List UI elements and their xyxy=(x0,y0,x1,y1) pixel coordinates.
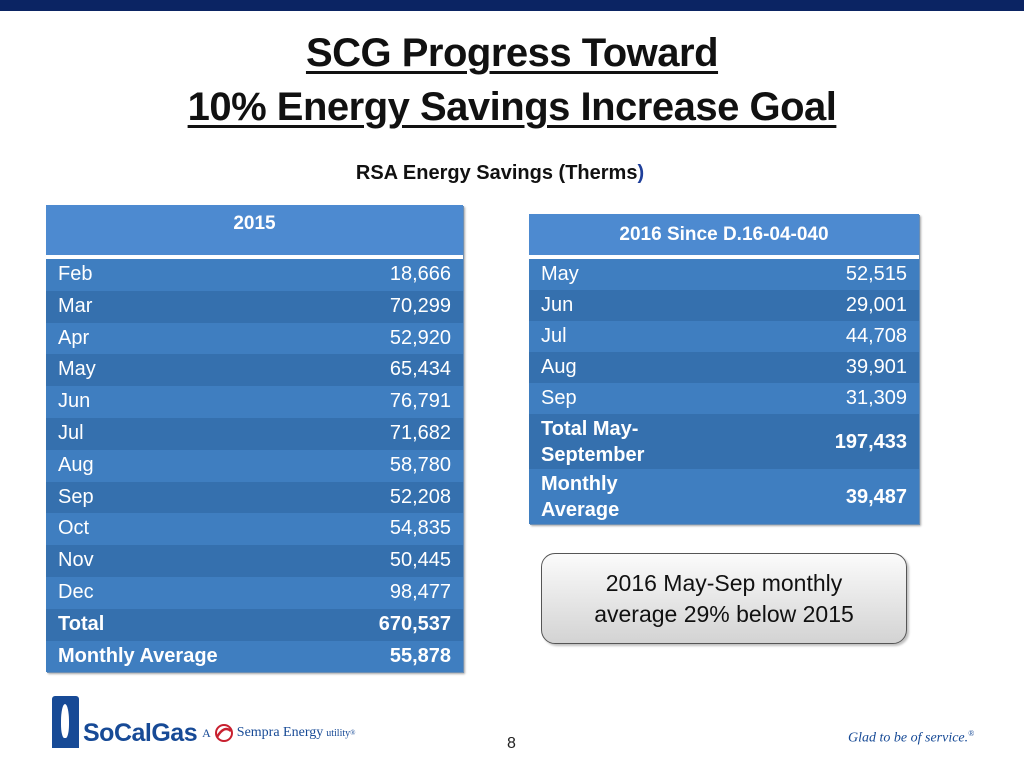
logo-text: SoCalGas xyxy=(83,719,198,747)
average-label-line-1: Monthly xyxy=(541,472,618,495)
tagline-a: A xyxy=(202,725,211,740)
average-row: Monthly Average 39,487 xyxy=(529,469,919,524)
value-cell: 58,780 xyxy=(389,453,451,476)
table-row: Mar 70,299 xyxy=(46,290,463,323)
value-cell: 31,309 xyxy=(845,387,907,409)
top-bar xyxy=(0,0,1024,11)
total-label: Total May- September xyxy=(529,414,751,469)
table-row: Feb 18,666 xyxy=(46,257,463,291)
table-row: Dec 98,477 xyxy=(46,576,463,609)
month-cell: Feb xyxy=(58,263,93,285)
tagline-utility: utility xyxy=(326,727,351,739)
total-row: Total 670,537 xyxy=(46,608,463,641)
slide-title: SCG Progress Toward 10% Energy Savings I… xyxy=(0,26,1024,134)
total-label-line-2: September xyxy=(541,443,645,466)
socalgas-logo: SoCalGas A Sempra Energy utility ® xyxy=(52,696,355,748)
total-value: 197,433 xyxy=(834,430,907,453)
month-cell: Nov xyxy=(58,549,94,572)
table-row: Sep 52,208 xyxy=(46,481,463,514)
value-cell: 52,515 xyxy=(845,263,907,285)
value-cell: 52,208 xyxy=(389,485,451,508)
value-cell: 44,708 xyxy=(845,325,907,347)
month-cell: Mar xyxy=(58,294,93,317)
average-label: Monthly Average xyxy=(529,469,751,524)
table-row: Jul 44,708 xyxy=(529,321,919,352)
slogan: Glad to be of service.® xyxy=(848,729,974,747)
table-2016: 2016 Since D.16-04-040 May 52,515 Jun 29,0… xyxy=(529,214,919,524)
value-cell: 29,001 xyxy=(845,294,907,316)
page-number: 8 xyxy=(507,735,516,752)
value-cell: 70,299 xyxy=(389,294,451,317)
title-line-2: 10% Energy Savings Increase Goal xyxy=(187,85,837,129)
slogan-text: Glad to be of service. xyxy=(848,730,969,746)
summary-callout: 2016 May-Sep monthly average 29% below 2… xyxy=(541,553,907,644)
subtitle-text: RSA Energy Savings (Therms xyxy=(355,162,638,184)
value-cell: 50,445 xyxy=(389,549,451,572)
month-cell: Jun xyxy=(541,294,574,316)
month-cell: Dec xyxy=(58,580,94,603)
average-value: 55,878 xyxy=(389,644,451,667)
table-row: May 52,515 xyxy=(529,257,919,290)
table-2016-header: 2016 Since D.16-04-040 xyxy=(619,224,829,245)
month-cell: Sep xyxy=(58,485,94,508)
total-row: Total May- September 197,433 xyxy=(529,414,919,469)
average-row: Monthly Average 55,878 xyxy=(46,640,463,673)
value-cell: 65,434 xyxy=(389,358,451,381)
average-label-line-2: Average xyxy=(541,498,620,521)
table-row: Apr 52,920 xyxy=(46,322,463,355)
month-cell: May xyxy=(541,263,579,285)
month-cell: Apr xyxy=(58,326,90,349)
value-cell: 71,682 xyxy=(389,421,451,444)
table-2015: 2015 Feb 18,666 Mar 70,299 Apr 52,920 May 65… xyxy=(46,205,463,673)
slide-subtitle: RSA Energy Savings (Therms) xyxy=(0,162,1000,185)
value-cell: 76,791 xyxy=(389,390,451,413)
average-label: Monthly Average xyxy=(58,644,218,667)
value-cell: 98,477 xyxy=(389,580,451,603)
table-2015-header: 2015 xyxy=(233,213,276,234)
sempra-swirl-icon xyxy=(214,724,233,742)
average-value: 39,487 xyxy=(845,485,907,508)
value-cell: 52,920 xyxy=(389,326,451,349)
table-row: Jun 76,791 xyxy=(46,386,463,418)
subtitle-paren: ) xyxy=(637,162,645,184)
callout-line-2: average 29% below 2015 xyxy=(594,600,854,627)
table-row: May 65,434 xyxy=(46,354,463,387)
callout-line-1: 2016 May-Sep monthly xyxy=(605,569,843,596)
month-cell: Aug xyxy=(58,453,94,476)
month-cell: Jul xyxy=(541,325,567,347)
total-label: Total xyxy=(58,612,105,635)
slogan-registered: ® xyxy=(968,729,975,738)
month-cell: Sep xyxy=(541,387,577,409)
value-cell: 54,835 xyxy=(389,517,451,540)
table-row: Aug 39,901 xyxy=(529,352,919,383)
month-cell: Oct xyxy=(58,517,90,540)
title-line-1: SCG Progress Toward xyxy=(305,31,719,75)
table-row: Sep 31,309 xyxy=(529,383,919,414)
flame-icon xyxy=(52,696,79,748)
value-cell: 39,901 xyxy=(845,356,907,378)
value-cell: 18,666 xyxy=(389,263,451,285)
month-cell: Jul xyxy=(58,421,84,444)
total-label-line-1: Total May- xyxy=(541,417,639,440)
month-cell: Aug xyxy=(541,356,577,378)
table-row: Nov 50,445 xyxy=(46,545,463,577)
tagline-sempra: Sempra Energy xyxy=(236,725,324,740)
tagline-registered: ® xyxy=(350,729,356,737)
table-row: Oct 54,835 xyxy=(46,513,463,546)
table-2015-header-row: 2015 xyxy=(46,205,463,257)
logo-tagline: A Sempra Energy utility ® xyxy=(202,722,355,744)
month-cell: May xyxy=(58,358,96,381)
month-cell: Jun xyxy=(58,390,91,413)
table-row: Jul 71,682 xyxy=(46,417,463,450)
table-row: Jun 29,001 xyxy=(529,290,919,321)
total-value: 670,537 xyxy=(378,612,451,635)
table-row: Aug 58,780 xyxy=(46,449,463,482)
table-2016-header-row: 2016 Since D.16-04-040 xyxy=(529,214,919,257)
